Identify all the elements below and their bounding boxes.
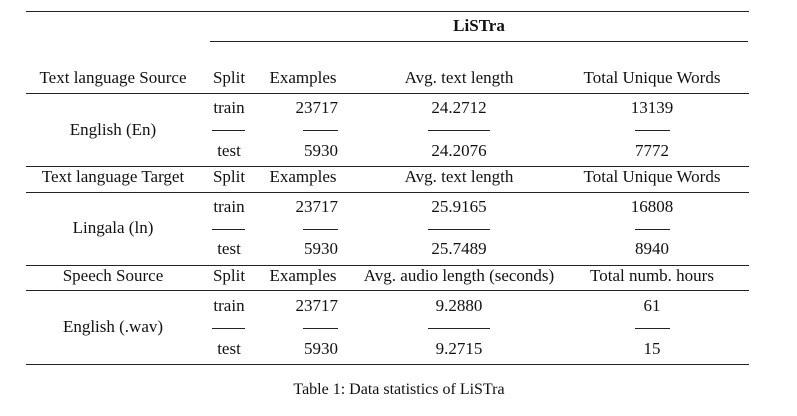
cell-avg: 9.2715 [435,339,483,358]
header-split: Split [212,167,246,186]
language-label: English (.wav) [62,317,164,336]
row-separator [635,130,670,131]
title-underline-rule [210,41,748,42]
cell-avg: 24.2076 [431,141,487,160]
cell-examples: 23717 [295,197,339,216]
cell-examples: 23717 [295,296,339,315]
row-separator [212,229,245,230]
cell-avg: 25.7489 [431,239,487,258]
bottom-rule [26,364,749,365]
header-language-column: Text language Source [39,68,187,87]
cell-examples: 5930 [304,141,338,160]
table-title: LiSTra [453,16,505,35]
header-total: Total numb. hours [590,266,714,285]
table-caption: Table 1: Data statistics of LiSTra [293,381,505,398]
row-separator [303,328,338,329]
cell-total: 7772 [635,141,669,160]
header-rule-2 [26,192,749,193]
cell-total: 16808 [630,197,674,216]
cell-examples: 23717 [295,98,339,117]
header-examples: Examples [269,167,337,186]
cell-avg: 9.2880 [435,296,483,315]
cell-total: 13139 [630,98,674,117]
row-separator [428,328,490,329]
header-language-column: Text language Target [41,167,185,186]
header-rule-1 [26,93,749,94]
header-total: Total Unique Words [583,68,721,87]
header-total: Total Unique Words [583,167,721,186]
row-separator [303,130,338,131]
row-separator [428,229,490,230]
language-label: English (En) [69,120,157,139]
cell-split: train [213,296,245,315]
row-separator [303,229,338,230]
row-separator [635,229,670,230]
cell-total: 8940 [635,239,669,258]
header-rule-3 [26,290,749,291]
cell-split: test [217,141,241,160]
header-avg: Avg. audio length (seconds) [363,266,555,285]
cell-examples: 5930 [304,239,338,258]
header-examples: Examples [269,68,337,87]
header-examples: Examples [269,266,337,285]
cell-split: train [213,197,245,216]
cell-split: test [217,339,241,358]
header-split: Split [212,266,246,285]
section-rule-2 [26,265,749,266]
section-rule-1 [26,166,749,167]
row-separator [212,130,245,131]
header-split: Split [212,68,246,87]
language-label: Lingala (ln) [72,218,154,237]
cell-total: 15 [643,339,661,358]
cell-examples: 5930 [304,339,338,358]
cell-split: train [213,98,245,117]
top-rule [26,11,749,12]
header-language-column: Speech Source [62,266,164,285]
cell-split: test [217,239,241,258]
cell-avg: 24.2712 [431,98,487,117]
row-separator [635,328,670,329]
header-avg: Avg. text length [404,167,514,186]
header-avg: Avg. text length [404,68,514,87]
row-separator [428,130,490,131]
row-separator [212,328,245,329]
cell-avg: 25.9165 [431,197,487,216]
cell-total: 61 [643,296,661,315]
